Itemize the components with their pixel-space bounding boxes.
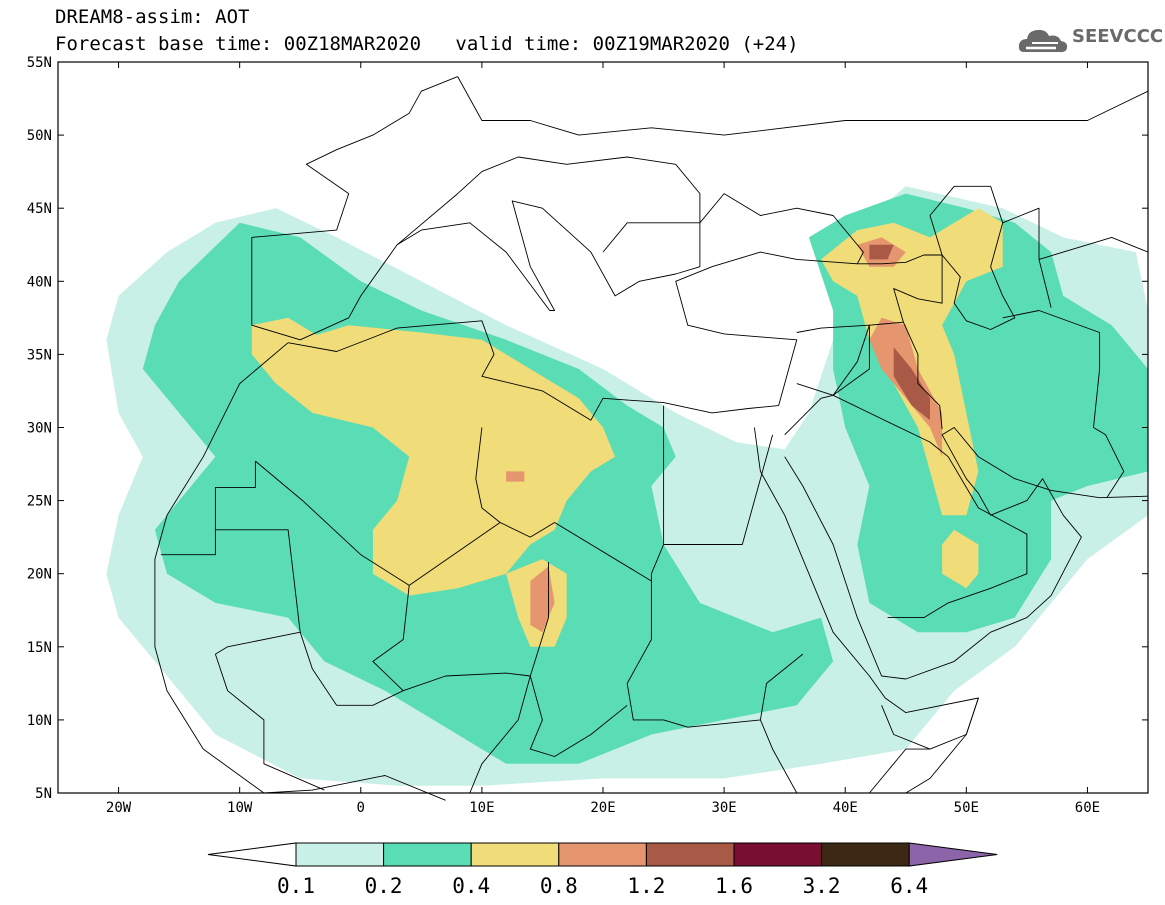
colorbar-segment — [645, 842, 735, 867]
colorbar-label: 0.8 — [540, 874, 578, 898]
coastline-black-sea — [699, 193, 864, 265]
colorbar-label: 6.4 — [890, 874, 928, 898]
border-egypt — [663, 434, 774, 545]
aot-band-high-iberia — [251, 317, 325, 384]
seevccc-logo: SEEVCCC — [1016, 24, 1163, 58]
aot-band-high-arabia — [942, 529, 979, 589]
coastline-caspian — [929, 185, 1016, 330]
colorbar-segment — [733, 842, 823, 867]
lon-tick-label: 30E — [711, 800, 736, 816]
coastline-levant — [675, 251, 858, 406]
coastline-europe — [251, 76, 701, 341]
colorbar-label: 0.1 — [277, 874, 315, 898]
colorbar-under-arrow — [207, 842, 297, 867]
colorbar-segment — [470, 842, 560, 867]
lon-tick-label: 60E — [1075, 800, 1100, 816]
border-sahara-1 — [255, 405, 665, 586]
colorbar-segment — [821, 842, 910, 867]
lon-tick-label: 0 — [357, 800, 365, 816]
coastline-africa-west — [154, 342, 289, 794]
axis-ticks: 55N 50N 45N 40N 35N 30N 25N 20N 15N 10N 5N 20W 10W 0 1… — [27, 55, 1148, 816]
border-africa-south — [469, 675, 531, 794]
coastlines-borders — [154, 76, 1149, 801]
lat-tick-label: 10N — [27, 713, 52, 729]
aot-band-red-caucasus — [869, 244, 894, 260]
lon-tick-label: 10W — [227, 800, 253, 816]
lon-tick-label: 20W — [106, 800, 132, 816]
border-europe-2 — [457, 76, 1149, 136]
border-sahara-3 — [214, 461, 301, 655]
border-europe-3 — [602, 222, 700, 253]
lon-tick-label: 10E — [469, 800, 494, 816]
border-libya — [475, 427, 501, 523]
lat-tick-label: 5N — [35, 786, 52, 802]
aot-field — [106, 186, 1148, 786]
lat-tick-label: 15N — [27, 640, 52, 656]
coastline-north-africa — [288, 320, 779, 421]
colorbar-segment — [383, 842, 472, 867]
lat-tick-label: 30N — [27, 421, 52, 437]
lat-tick-label: 35N — [27, 347, 52, 363]
border-iran-east — [1002, 310, 1125, 498]
coastline-arabia — [784, 427, 1149, 680]
border-iran — [893, 255, 943, 323]
border-chad — [529, 562, 628, 757]
colorbar-label: 1.6 — [715, 874, 753, 898]
colorbar-label: 0.2 — [365, 874, 403, 898]
colorbar-label: 0.4 — [452, 874, 490, 898]
border-central-asia-2 — [1038, 259, 1052, 308]
lon-tick-label: 20E — [590, 800, 615, 816]
forecast-time-line: Forecast base time: 00Z18MAR2020 valid t… — [55, 33, 799, 55]
cloud-icon — [1018, 29, 1068, 53]
border-sudan — [626, 581, 804, 728]
lat-tick-label: 25N — [27, 494, 52, 510]
colorbar-label: 3.2 — [803, 874, 841, 898]
colorbar-label: 1.2 — [627, 874, 665, 898]
lat-tick-label: 55N — [27, 55, 52, 71]
border-europe-1 — [396, 156, 701, 246]
valid-time: valid time: 00Z19MAR2020 (+24) — [455, 33, 799, 55]
lon-tick-label: 40E — [833, 800, 858, 816]
colorbar: 0.1 0.2 0.4 0.8 1.2 1.6 3.2 6.4 — [207, 842, 998, 898]
lat-tick-label: 50N — [27, 128, 52, 144]
border-iraq — [832, 321, 943, 430]
border-syria — [796, 324, 870, 396]
aot-band-orange-libya — [506, 471, 525, 482]
colorbar-over-arrow — [908, 842, 998, 867]
lat-tick-label: 20N — [27, 567, 52, 583]
logo-text: SEEVCCC — [1072, 26, 1164, 47]
aot-band-high — [263, 325, 616, 596]
coastline-red-sea — [753, 427, 979, 794]
border-turkey-caucasus — [857, 254, 943, 265]
colorbar-segment — [295, 842, 385, 867]
border-sahara-2 — [160, 529, 216, 556]
lat-tick-label: 45N — [27, 201, 52, 217]
border-mali — [299, 632, 404, 706]
border-central-asia — [1002, 207, 1149, 260]
colorbar-segment — [558, 842, 647, 867]
map-title: DREAM8-assim: AOT — [55, 6, 250, 28]
aot-band-red-iraq — [893, 347, 930, 421]
coastline-gulf-guinea — [263, 775, 446, 801]
lon-tick-label: 50E — [954, 800, 979, 816]
border-west-africa — [214, 653, 325, 791]
lat-tick-label: 40N — [27, 274, 52, 290]
base-time: Forecast base time: 00Z18MAR2020 — [55, 33, 422, 55]
